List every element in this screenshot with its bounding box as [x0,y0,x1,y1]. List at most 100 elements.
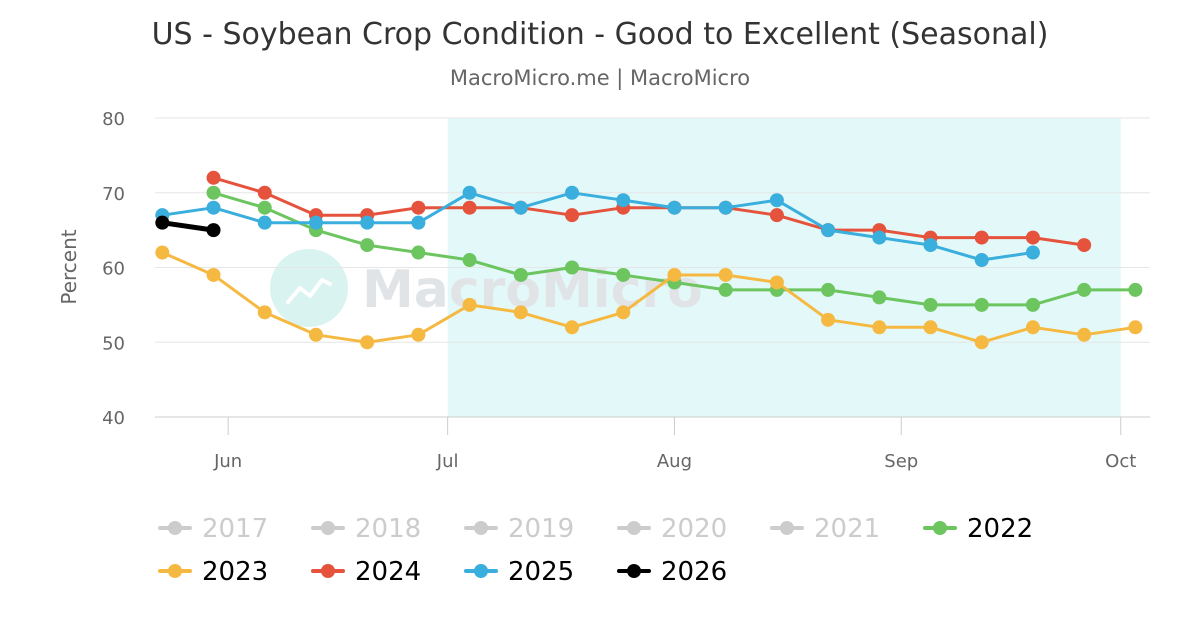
legend-item-2020[interactable]: 2020 [617,514,727,544]
legend-item-2019[interactable]: 2019 [464,514,574,544]
data-point-2022 [411,245,426,260]
x-tick-label: Oct [1105,451,1136,472]
data-point-2025 [360,215,375,230]
data-point-2024 [1077,238,1092,253]
data-point-2024 [462,200,477,215]
chart-title: US - Soybean Crop Condition - Good to Ex… [152,17,1049,52]
y-tick-label: 80 [102,109,125,130]
data-point-2025 [616,193,631,208]
legend-label: 2022 [967,514,1033,544]
data-point-2022 [718,282,733,297]
data-point-2025 [1025,245,1040,260]
data-point-2023 [411,327,426,342]
legend-item-2026[interactable]: 2026 [617,557,727,587]
legend-item-2017[interactable]: 2017 [158,514,268,544]
legend-label: 2017 [202,514,268,544]
legend-marker-icon [474,564,488,578]
series-2024 [206,170,1092,253]
data-point-2022 [974,297,989,312]
series-line-2023 [160,251,1137,344]
y-tick-label: 60 [102,259,125,280]
data-point-2025 [308,215,323,230]
data-point-2026 [206,223,221,238]
data-point-2024 [565,208,580,223]
data-point-2023 [1077,327,1092,342]
legend-marker-icon [474,521,488,535]
legend-item-2018[interactable]: 2018 [311,514,421,544]
data-point-2023 [565,320,580,335]
legend-label: 2019 [508,514,574,544]
data-point-2023 [155,245,170,260]
data-point-2023 [257,305,272,320]
legend-label: 2018 [355,514,421,544]
y-tick-label: 70 [102,184,125,205]
data-point-2023 [616,305,631,320]
legend-marker-icon [168,564,182,578]
legend-item-2022[interactable]: 2022 [923,514,1033,544]
data-point-2024 [1025,230,1040,245]
data-point-2025 [513,200,528,215]
data-point-2025 [923,238,938,253]
data-point-2023 [360,335,375,350]
data-point-2023 [1025,320,1040,335]
legend-item-2025[interactable]: 2025 [464,557,574,587]
legend: 2017 2018 2019 2020 2021 2022 2023 2024 2025 2026 [158,514,1033,587]
data-point-2023 [667,267,682,282]
data-point-2022 [1025,297,1040,312]
legend-label: 2024 [355,557,421,587]
legend-item-2023[interactable]: 2023 [158,557,268,587]
legend-marker-icon [168,521,182,535]
series-line-2025 [160,191,1035,262]
watermark-chart-icon [286,278,332,304]
data-point-2026 [155,215,170,230]
data-point-2023 [462,297,477,312]
data-point-2023 [769,275,784,290]
data-point-2024 [257,185,272,200]
legend-label: 2026 [661,557,727,587]
legend-label: 2020 [661,514,727,544]
data-point-2025 [565,185,580,200]
data-point-2025 [257,215,272,230]
data-point-2023 [308,327,323,342]
legend-label: 2021 [814,514,880,544]
data-point-2023 [923,320,938,335]
data-point-2022 [360,238,375,253]
y-axis-title: Percent [57,229,81,304]
data-point-2024 [769,208,784,223]
legend-marker-icon [780,521,794,535]
data-point-2025 [821,223,836,238]
legend-label: 2025 [508,557,574,587]
data-point-2022 [1128,282,1143,297]
y-tick-label: 50 [102,333,125,354]
axes: Percent 40 50 60 70 80 Jun Jul Aug Sep Oct [57,109,1136,472]
legend-item-2021[interactable]: 2021 [770,514,880,544]
data-point-2024 [206,170,221,185]
x-tick-label: Jul [436,451,459,472]
data-point-2022 [872,290,887,305]
data-point-2025 [667,200,682,215]
data-point-2025 [974,253,989,268]
data-point-2022 [616,267,631,282]
data-point-2022 [206,185,221,200]
series-2026 [155,215,221,238]
x-tick-label: Sep [884,451,918,472]
data-point-2022 [821,282,836,297]
x-tick-label: Jun [213,451,242,472]
data-point-2023 [821,312,836,327]
series-2023 [155,245,1143,350]
data-point-2025 [769,193,784,208]
series-line-2026 [159,220,216,233]
data-point-2025 [872,230,887,245]
watermark-logo-icon [270,249,348,327]
legend-marker-icon [627,521,641,535]
legend-item-2024[interactable]: 2024 [311,557,421,587]
watermark-text: MacroMicro [362,260,703,320]
data-point-2025 [411,215,426,230]
chart-subtitle: MacroMicro.me | MacroMicro [450,66,750,91]
data-point-2025 [206,200,221,215]
x-tick-label: Aug [657,451,692,472]
data-point-2023 [872,320,887,335]
watermark: MacroMicro [270,249,703,327]
